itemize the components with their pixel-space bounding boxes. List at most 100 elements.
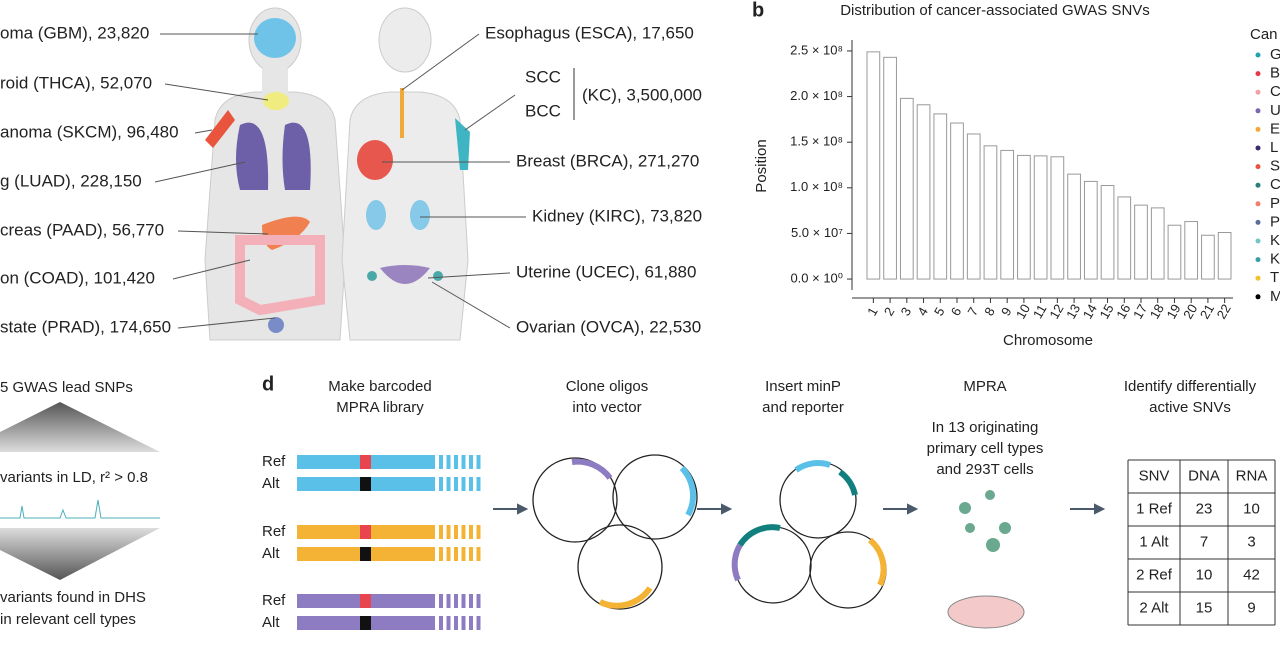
funnel-shape bbox=[0, 528, 160, 580]
legend-marker bbox=[1255, 164, 1261, 170]
scc-label: SCC bbox=[525, 67, 561, 86]
x-tick-label: 18 bbox=[1147, 301, 1167, 321]
bar bbox=[933, 113, 948, 280]
x-tick-label: 22 bbox=[1214, 301, 1234, 321]
legend-marker bbox=[1255, 182, 1261, 188]
legend-marker bbox=[1255, 238, 1261, 244]
legend-label: G bbox=[1270, 46, 1280, 63]
barcode bbox=[469, 455, 473, 469]
bar bbox=[916, 104, 931, 280]
allele-label: Alt bbox=[262, 475, 280, 492]
x-tick-label: 19 bbox=[1163, 301, 1183, 321]
x-tick-label: 11 bbox=[1030, 302, 1050, 321]
cancer-label: state (PRAD), 174,650 bbox=[0, 317, 171, 336]
table-cell: 23 bbox=[1196, 500, 1213, 517]
x-axis-label: Chromosome bbox=[1003, 332, 1093, 349]
panel-d: Make barcoded MPRA library Clone oligos int… bbox=[262, 378, 1276, 631]
bar bbox=[1100, 185, 1115, 280]
leader-line bbox=[401, 33, 480, 91]
legend-label: L bbox=[1270, 139, 1278, 156]
bar bbox=[1050, 156, 1065, 280]
variant bbox=[360, 616, 371, 630]
bar bbox=[1017, 154, 1031, 280]
table-cell: 7 bbox=[1200, 533, 1208, 550]
barcode bbox=[454, 547, 458, 561]
variant bbox=[360, 477, 371, 491]
step-title: Make barcoded bbox=[328, 378, 431, 395]
legend-marker bbox=[1255, 89, 1261, 95]
barcode bbox=[476, 525, 481, 539]
x-tick-label: 4 bbox=[914, 305, 931, 319]
cancer-label: Kidney (KIRC), 73,820 bbox=[532, 206, 702, 225]
bcc-label: BCC bbox=[525, 101, 561, 120]
barcode bbox=[454, 455, 458, 469]
chart-title: Distribution of cancer-associated GWAS S… bbox=[840, 2, 1150, 19]
x-tick-label: 6 bbox=[948, 305, 965, 319]
x-tick-label: 17 bbox=[1130, 301, 1150, 321]
table-cell: 2 Alt bbox=[1139, 599, 1169, 616]
body-illustration bbox=[204, 7, 470, 341]
y-tick-label: 1.5 × 10⁸ bbox=[790, 134, 843, 149]
x-tick-label: 7 bbox=[965, 305, 982, 319]
x-tick-label: 2 bbox=[881, 305, 898, 319]
leader-line bbox=[427, 272, 511, 279]
step-title: Clone oligos bbox=[566, 378, 649, 395]
step-title: and reporter bbox=[762, 399, 844, 416]
step-text: In 13 originating bbox=[932, 419, 1039, 436]
funnel-text: 5 GWAS lead SNPs bbox=[0, 379, 133, 396]
cancer-label: oma (GBM), 23,820 bbox=[0, 23, 149, 42]
barcode bbox=[469, 616, 473, 630]
step-title: active SNVs bbox=[1149, 399, 1231, 416]
table-cell: 1 Alt bbox=[1139, 533, 1169, 550]
cancer-label: Ovarian (OVCA), 22,530 bbox=[516, 317, 701, 336]
x-tick-label: 16 bbox=[1113, 301, 1133, 321]
allele-label: Ref bbox=[262, 592, 286, 609]
signal-track bbox=[0, 499, 160, 519]
table-cell: 1 Ref bbox=[1136, 500, 1173, 517]
barcode bbox=[454, 594, 458, 608]
table-cell: 9 bbox=[1247, 599, 1255, 616]
cancer-label: g (LUAD), 228,150 bbox=[0, 171, 142, 190]
legend-label: K bbox=[1270, 232, 1280, 249]
bar bbox=[1067, 173, 1081, 280]
legend-label: P bbox=[1270, 195, 1280, 212]
step-title: into vector bbox=[572, 399, 641, 416]
bar bbox=[950, 122, 964, 280]
cancer-label: Uterine (UCEC), 61,880 bbox=[516, 262, 696, 281]
variant bbox=[360, 547, 371, 561]
bar bbox=[1201, 234, 1215, 280]
cancer-label: roid (THCA), 52,070 bbox=[0, 73, 152, 92]
panel-label: b bbox=[752, 0, 764, 21]
legend-marker bbox=[1255, 257, 1261, 263]
allele-label: Alt bbox=[262, 545, 280, 562]
barcode bbox=[461, 477, 466, 491]
x-tick-label: 21 bbox=[1197, 301, 1217, 321]
legend-label: U bbox=[1270, 102, 1280, 119]
barcode bbox=[461, 455, 466, 469]
leader-line bbox=[154, 161, 246, 183]
barcode bbox=[446, 547, 451, 561]
step-title: Identify differentially bbox=[1124, 378, 1257, 395]
barcode bbox=[461, 594, 466, 608]
table-cell: 2 Ref bbox=[1136, 566, 1173, 583]
legend-label: B bbox=[1270, 65, 1280, 82]
legend-marker bbox=[1255, 145, 1261, 151]
y-tick-label: 2.5 × 10⁸ bbox=[790, 42, 843, 57]
bar bbox=[866, 51, 881, 280]
step-text: primary cell types bbox=[927, 440, 1044, 457]
barcode bbox=[439, 616, 443, 630]
table-cell: SNV bbox=[1139, 467, 1170, 484]
y-tick-label: 2.0 × 10⁸ bbox=[790, 88, 843, 103]
bar bbox=[983, 145, 998, 280]
x-tick-label: 15 bbox=[1097, 301, 1117, 321]
legend-marker bbox=[1255, 201, 1261, 207]
x-tick-label: 5 bbox=[931, 305, 948, 319]
y-axis-label: Position bbox=[753, 139, 770, 192]
allele-label: Ref bbox=[262, 453, 286, 470]
table-cell: 10 bbox=[1243, 500, 1260, 517]
legend-label: T bbox=[1270, 269, 1279, 286]
legend-label: S bbox=[1270, 158, 1280, 175]
table-cell: DNA bbox=[1188, 467, 1220, 484]
barcode bbox=[476, 455, 481, 469]
leader-line bbox=[177, 317, 276, 329]
